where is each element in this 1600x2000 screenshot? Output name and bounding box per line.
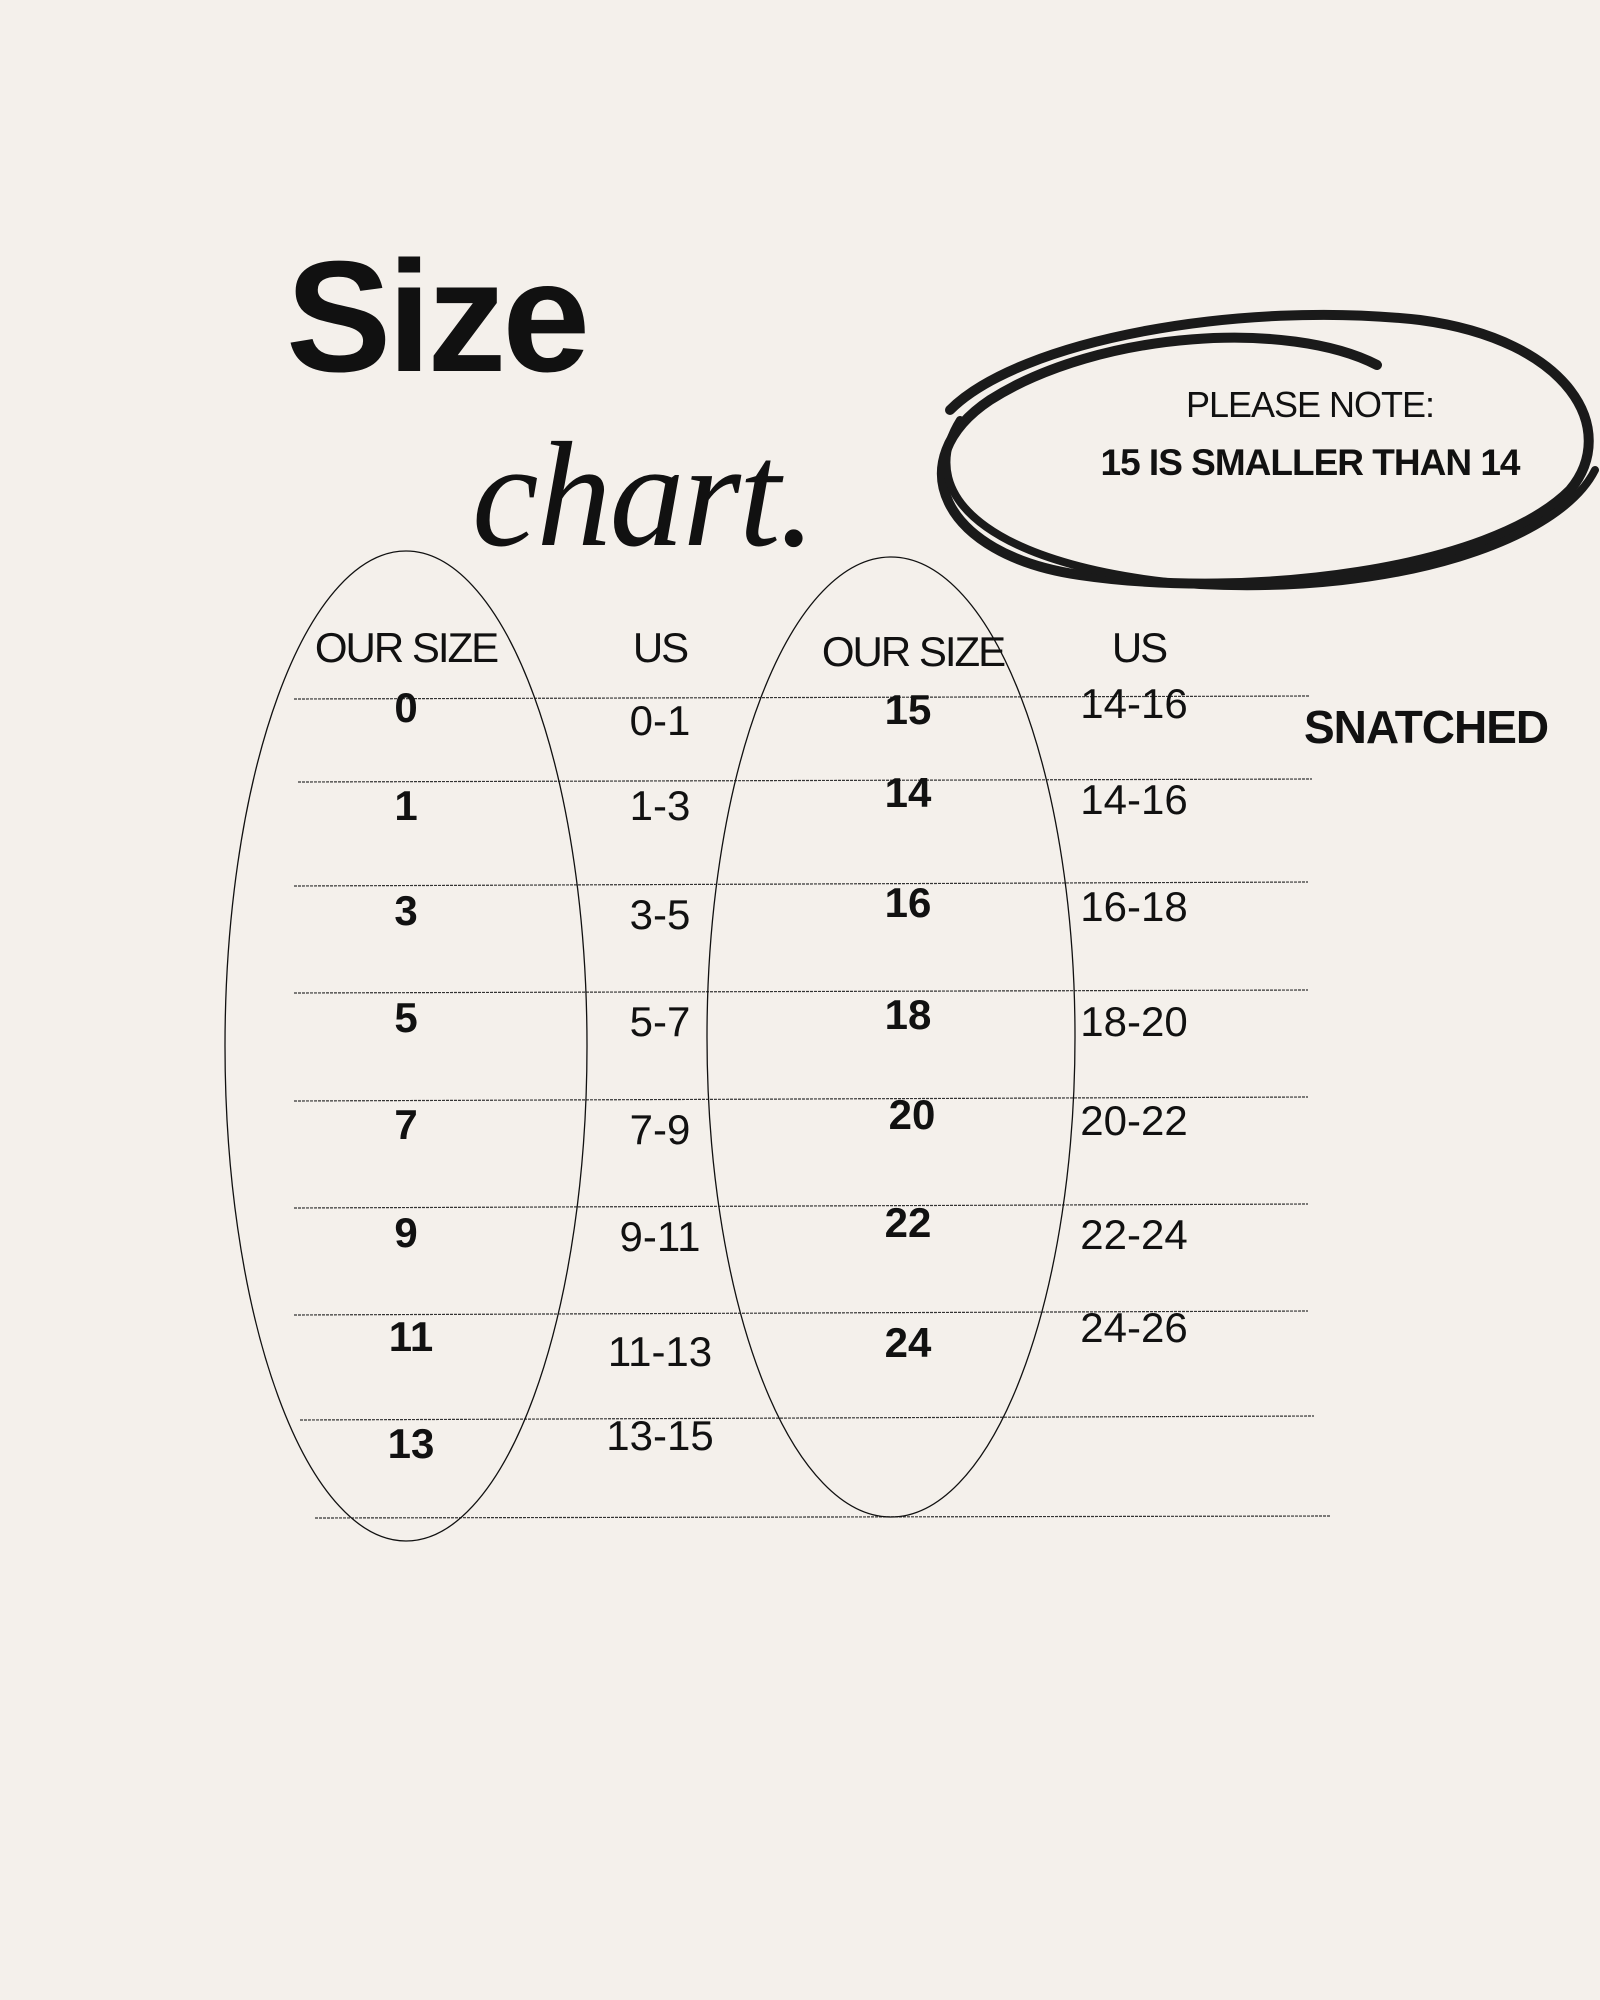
row-divider (299, 1415, 1315, 1421)
header-our-size-right: OUR SIZE (821, 628, 1006, 675)
us-size-cell: 3-5 (629, 891, 691, 938)
us-size-cell: 11-13 (607, 1328, 713, 1375)
row-divider (293, 881, 1309, 887)
row-divider (293, 1203, 1309, 1209)
us-size-cell: 20-22 (1080, 1097, 1188, 1144)
note-text: 15 IS SMALLER THAN 14 (1100, 442, 1521, 483)
our-size-cell: 9 (394, 1209, 418, 1256)
row-divider (293, 695, 1311, 700)
row-divider (293, 989, 1309, 994)
us-size-cell: 24-26 (1080, 1304, 1188, 1351)
us-size-cell: 0-1 (629, 697, 691, 744)
our-size-cell: 13 (387, 1420, 435, 1467)
row-divider (314, 1515, 1331, 1519)
our-size-cell: 1 (394, 782, 418, 829)
our-size-cell: 18 (884, 991, 932, 1038)
note-label: PLEASE NOTE: (1185, 384, 1435, 425)
row-divider (297, 778, 1313, 783)
our-size-cell: 0 (394, 684, 418, 731)
our-size-cell: 16 (884, 879, 932, 926)
us-size-cell: 13-15 (606, 1412, 714, 1459)
our-size-cell: 22 (884, 1199, 932, 1246)
our-size-cell: 24 (884, 1319, 932, 1366)
snatched-label: SNATCHED (1304, 701, 1549, 753)
us-size-cell: 14-16 (1080, 776, 1188, 823)
our-size-cell: 14 (884, 769, 932, 816)
us-size-cell: 7-9 (629, 1106, 691, 1153)
row-divider (293, 1096, 1309, 1102)
us-size-cell: 22-24 (1080, 1211, 1188, 1258)
our-size-cell: 11 (388, 1313, 434, 1360)
header-us-right: US (1111, 624, 1168, 671)
us-size-cell: 14-16 (1080, 680, 1188, 727)
note-scribble-circle (936, 309, 1599, 591)
table-lines (293, 695, 1331, 1519)
us-size-cell: 18-20 (1080, 998, 1188, 1045)
row-divider (293, 1310, 1309, 1316)
our-size-cell: 20 (888, 1091, 936, 1138)
left-column-ellipse (224, 550, 588, 1542)
title-size: Size (286, 229, 590, 405)
our-size-cell: 7 (394, 1101, 418, 1148)
our-size-cell: 15 (884, 686, 932, 733)
our-size-cell: 3 (394, 887, 418, 934)
title-chart: chart. (472, 412, 816, 578)
header-our-size-left: OUR SIZE (314, 624, 499, 671)
header-us-left: US (632, 624, 689, 671)
us-size-cell: 5-7 (629, 998, 691, 1045)
us-size-cell: 16-18 (1080, 883, 1188, 930)
us-size-cell: 1-3 (629, 782, 691, 829)
us-size-cell: 9-11 (619, 1213, 701, 1260)
our-size-cell: 5 (394, 994, 418, 1041)
right-column-ellipse (706, 556, 1076, 1518)
